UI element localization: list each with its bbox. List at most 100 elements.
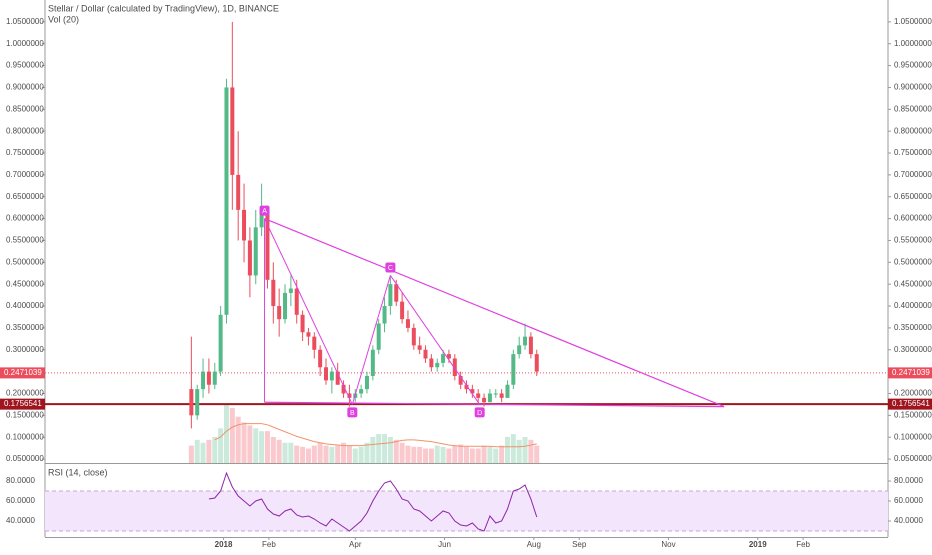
y-tick-label: 1.0500000 bbox=[894, 17, 932, 26]
y-tick-label: 0.9500000 bbox=[6, 61, 44, 70]
y-tick-label: 0.2000000 bbox=[6, 389, 44, 398]
pattern-marker bbox=[347, 407, 358, 418]
candle-body bbox=[458, 375, 463, 385]
rsi-line bbox=[208, 471, 538, 532]
volume-bar bbox=[212, 436, 218, 463]
volume-bar bbox=[341, 442, 347, 463]
volume-bar bbox=[200, 442, 206, 463]
y-tick-label: 0.1000000 bbox=[6, 432, 44, 441]
volume-bar bbox=[423, 448, 429, 463]
candle-body bbox=[441, 354, 446, 363]
y-tick-label: 0.5500000 bbox=[6, 236, 44, 245]
volume-bar bbox=[323, 445, 329, 463]
candle-body bbox=[470, 389, 475, 394]
candle-body bbox=[341, 384, 346, 394]
volume-bar bbox=[253, 428, 259, 463]
candle-body bbox=[236, 174, 241, 210]
candle-body bbox=[195, 389, 200, 416]
candle-body bbox=[394, 284, 399, 302]
price-label-box bbox=[888, 398, 932, 410]
candle-body bbox=[335, 371, 340, 385]
volume-bar bbox=[235, 416, 241, 463]
volume-bar bbox=[399, 442, 405, 463]
y-tick-label: 0.6500000 bbox=[894, 192, 932, 201]
volume-bar bbox=[487, 446, 493, 463]
pattern-leg bbox=[264, 218, 353, 405]
volume-bar bbox=[270, 436, 276, 463]
price-label-box bbox=[888, 367, 932, 379]
candle-body bbox=[247, 240, 252, 276]
candle-body bbox=[446, 354, 451, 359]
volume-bar bbox=[188, 445, 194, 463]
volume-bar bbox=[218, 428, 224, 463]
y-tick-label: 0.1500000 bbox=[894, 410, 932, 419]
volume-bar bbox=[428, 448, 434, 463]
candle-body bbox=[318, 349, 323, 368]
y-tick-label: 0.7000000 bbox=[894, 170, 932, 179]
candle-body bbox=[417, 345, 422, 350]
volume-bar bbox=[300, 446, 306, 463]
x-tick-label: Aug bbox=[527, 540, 541, 549]
candle-body bbox=[253, 227, 258, 276]
y-tick-label: 0.6500000 bbox=[6, 192, 44, 201]
rsi-tick-label: 80.0000 bbox=[6, 476, 35, 485]
volume-bar bbox=[393, 439, 399, 463]
x-tick-label: Feb bbox=[262, 540, 276, 549]
candle-body bbox=[265, 209, 270, 280]
volume-bar bbox=[294, 445, 300, 463]
y-tick-label: 1.0500000 bbox=[6, 17, 44, 26]
candle-body bbox=[423, 349, 428, 359]
volume-bar bbox=[335, 445, 341, 463]
volume-bar bbox=[417, 446, 423, 463]
volume-bar bbox=[446, 448, 452, 463]
x-tick-label: Nov bbox=[661, 540, 675, 549]
volume-bar bbox=[264, 431, 270, 463]
candle-body bbox=[505, 384, 510, 398]
x-tick-label: 2018 bbox=[215, 540, 233, 549]
y-tick-label: 0.5000000 bbox=[6, 257, 44, 266]
candle-body bbox=[493, 393, 498, 395]
price-label: 0.1756541 bbox=[892, 399, 930, 408]
candle-body bbox=[201, 371, 206, 390]
candle-body bbox=[259, 209, 264, 228]
chart-title: Stellar / Dollar (calculated by TradingV… bbox=[48, 3, 279, 13]
candle-body bbox=[218, 314, 223, 372]
candle-body bbox=[306, 332, 311, 337]
candle-body bbox=[206, 371, 211, 385]
pattern-leg bbox=[351, 275, 391, 405]
volume-bar bbox=[481, 445, 487, 463]
volume-bar bbox=[510, 434, 516, 463]
volume-bar bbox=[458, 444, 464, 463]
x-tick-label: Feb bbox=[796, 540, 810, 549]
candle-body bbox=[224, 87, 229, 315]
volume-bar bbox=[276, 439, 282, 463]
candle-body bbox=[405, 319, 410, 328]
volume-bar bbox=[346, 445, 352, 463]
y-tick-label: 0.8500000 bbox=[894, 104, 932, 113]
candle-body bbox=[411, 327, 416, 346]
price-label-box bbox=[0, 398, 45, 410]
pattern-marker bbox=[259, 205, 270, 216]
y-tick-label: 1.0000000 bbox=[6, 39, 44, 48]
candle-body bbox=[464, 384, 469, 390]
volume-bar bbox=[247, 425, 253, 463]
y-tick-label: 0.4500000 bbox=[6, 279, 44, 288]
y-tick-label: 0.8500000 bbox=[6, 104, 44, 113]
y-tick-label: 0.3500000 bbox=[6, 323, 44, 332]
y-tick-label: 0.3500000 bbox=[894, 323, 932, 332]
x-tick-label: Apr bbox=[349, 540, 362, 549]
price-label: 0.1756541 bbox=[4, 399, 42, 408]
candle-body bbox=[517, 345, 522, 355]
y-tick-label: 0.7500000 bbox=[6, 148, 44, 157]
candle-body bbox=[347, 393, 352, 398]
volume-bar bbox=[387, 436, 393, 463]
candle-body bbox=[523, 336, 528, 346]
candle-body bbox=[511, 354, 516, 385]
volume-bar bbox=[464, 446, 469, 463]
y-tick-label: 0.4500000 bbox=[894, 279, 932, 288]
pattern-label: C bbox=[388, 265, 393, 272]
rsi-tick-label: 60.0000 bbox=[6, 496, 35, 505]
candle-body bbox=[230, 87, 235, 175]
